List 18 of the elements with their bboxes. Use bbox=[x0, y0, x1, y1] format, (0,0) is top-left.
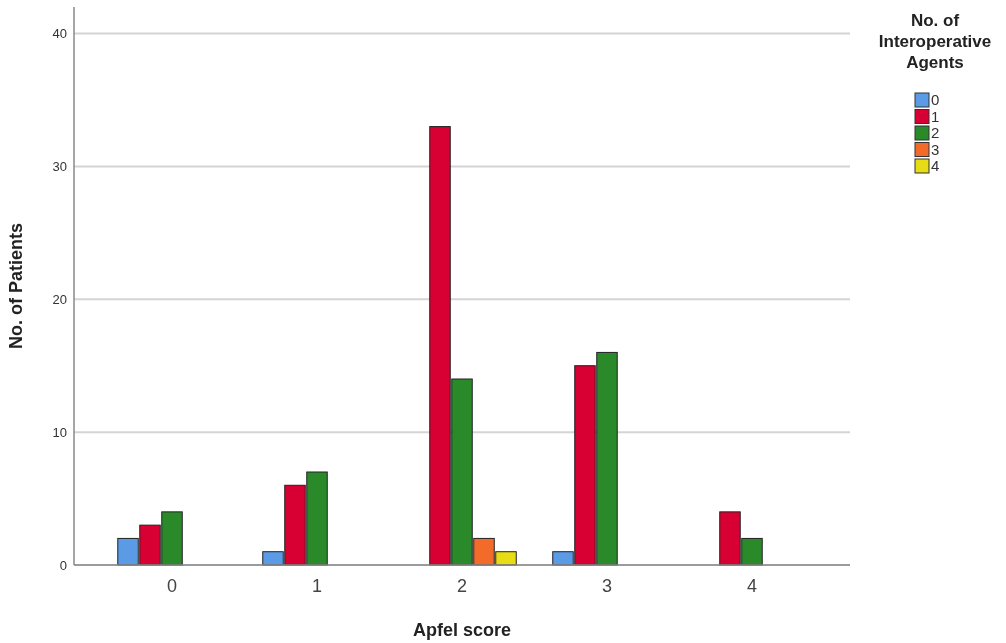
legend-label: 3 bbox=[931, 140, 940, 158]
legend-label: 4 bbox=[931, 157, 940, 175]
legend-title: No. of Interoperative Agents bbox=[878, 11, 992, 72]
y-tick-label: 0 bbox=[59, 557, 67, 573]
legend-label: 2 bbox=[931, 124, 940, 142]
y-tick-label: 40 bbox=[52, 26, 67, 42]
legend-label: 1 bbox=[931, 107, 940, 125]
legend-label: 0 bbox=[931, 91, 940, 109]
y-axis-title: No. of Patients bbox=[6, 222, 26, 350]
y-tick-label: 20 bbox=[52, 291, 67, 307]
x-tick-label: 4 bbox=[746, 576, 757, 596]
x-tick-label: 1 bbox=[312, 576, 323, 596]
x-tick-label: 0 bbox=[167, 576, 178, 596]
y-tick-label: 10 bbox=[52, 424, 67, 440]
x-tick-label: 2 bbox=[456, 576, 468, 596]
y-tick-label: 30 bbox=[52, 158, 67, 174]
x-axis-title: Apfel score bbox=[412, 620, 512, 640]
x-tick-label: 3 bbox=[601, 576, 612, 596]
